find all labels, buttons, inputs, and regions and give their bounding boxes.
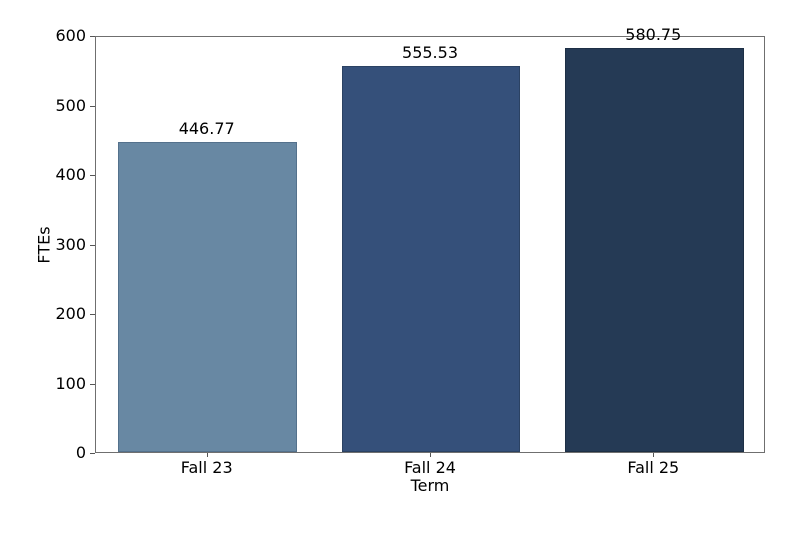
x-axis-title: Term — [410, 476, 450, 495]
y-tick-mark — [90, 453, 95, 454]
x-tick-label: Fall 25 — [627, 458, 680, 477]
bar-fall-25 — [565, 48, 744, 452]
x-tick-mark — [430, 453, 431, 457]
y-tick-mark — [90, 314, 95, 315]
y-tick-mark — [90, 175, 95, 176]
bar-value-label: 446.77 — [178, 118, 235, 138]
x-tick-mark — [206, 453, 208, 457]
bar-fall-23 — [118, 141, 297, 452]
bar-value-label: 555.53 — [402, 42, 458, 62]
bar-value-label: 580.75 — [625, 25, 682, 45]
y-tick-mark — [90, 383, 95, 385]
x-tick-label: Fall 23 — [180, 458, 233, 477]
y-tick-label: 300 — [55, 234, 86, 254]
x-tick-label: Fall 24 — [404, 458, 456, 477]
y-tick-label: 100 — [55, 373, 86, 393]
x-tick-mark — [653, 453, 655, 457]
y-tick-label: 200 — [55, 304, 86, 323]
y-tick-label: 500 — [55, 95, 86, 115]
plot-area — [95, 36, 765, 453]
y-tick-mark — [90, 36, 95, 37]
y-tick-label: 0 — [75, 443, 86, 462]
y-tick-label: 600 — [55, 26, 86, 45]
y-tick-mark — [90, 105, 95, 107]
y-tick-label: 400 — [55, 165, 86, 184]
y-tick-mark — [90, 244, 95, 246]
bar-fall-24 — [341, 65, 521, 452]
